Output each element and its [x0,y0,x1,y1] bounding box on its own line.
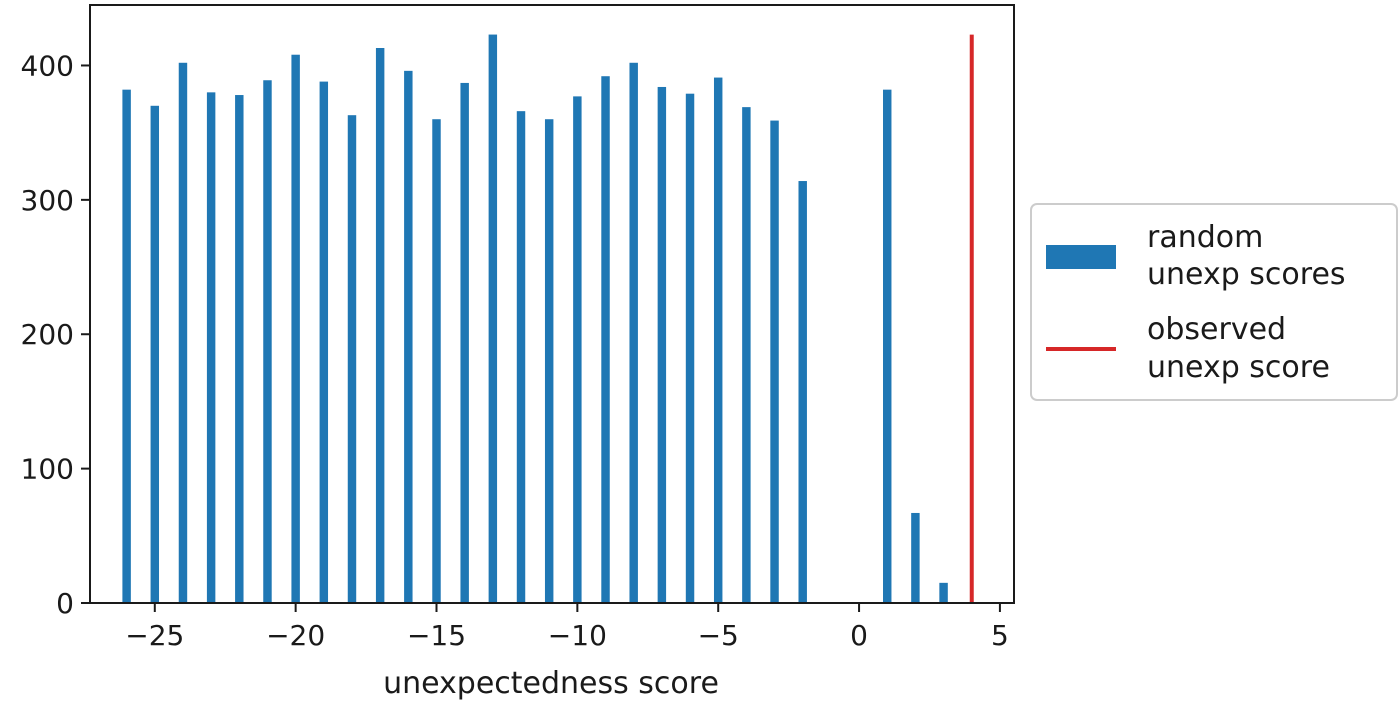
legend-label-observed-line-1: observed [1147,312,1286,347]
y-tick-label: 300 [21,184,74,217]
y-tick-label: 100 [21,453,74,486]
histogram-bar [742,107,751,603]
histogram-bar [206,92,216,603]
y-tick-label: 0 [56,587,74,620]
x-tick-label: −15 [407,619,466,652]
histogram-bar [263,80,272,603]
legend-label-random-line-1: random [1147,220,1263,255]
histogram-bar [883,89,892,603]
histogram-bar [516,111,526,603]
histogram-bar [770,120,779,603]
histogram-bar [347,115,357,603]
histogram-bar [404,70,413,604]
histogram-bar [375,48,385,603]
x-tick-label: 5 [991,619,1009,652]
legend-label-observed-line-2: unexp score [1147,350,1330,385]
histogram-bar [432,119,441,603]
histogram-bar [629,62,638,603]
legend: random unexp scores observed unexp score [1030,203,1398,401]
histogram-bar [911,512,920,603]
legend-frame [1030,203,1398,401]
histogram-bar [544,119,554,603]
x-tick-label: −20 [266,619,325,652]
histogram-bar [573,96,582,603]
plot-area [122,34,974,604]
legend-label-observed-unexp-score: observed unexp score [1147,312,1330,385]
histogram-bar [319,81,329,604]
histogram-bar [460,82,469,603]
histogram-bar [798,181,807,604]
histogram-bar [685,93,695,603]
x-tick-label: −10 [548,619,607,652]
histogram-bar [150,105,160,603]
legend-label-random-unexp-scores: random unexp scores [1147,220,1346,292]
legend-swatch-random-unexp-scores [1046,245,1116,269]
histogram-bar [657,86,667,604]
y-tick-label: 200 [21,318,74,351]
legend-label-random-line-2: unexp scores [1147,257,1346,292]
histogram-bar [488,34,498,604]
histogram-bar [713,77,723,603]
histogram-bar [939,582,948,603]
histogram-bar [122,89,131,603]
histogram-bar [291,54,300,604]
histogram-bar [235,95,244,603]
axes-frame [89,4,1015,604]
histogram-bar [601,76,610,604]
x-tick-label: −25 [125,619,184,652]
y-tick-label: 400 [21,49,74,82]
histogram-bar [178,62,188,603]
x-tick-label: −5 [698,619,739,652]
x-axis-label: unexpectedness score [383,666,719,701]
x-tick-label: 0 [850,619,868,652]
